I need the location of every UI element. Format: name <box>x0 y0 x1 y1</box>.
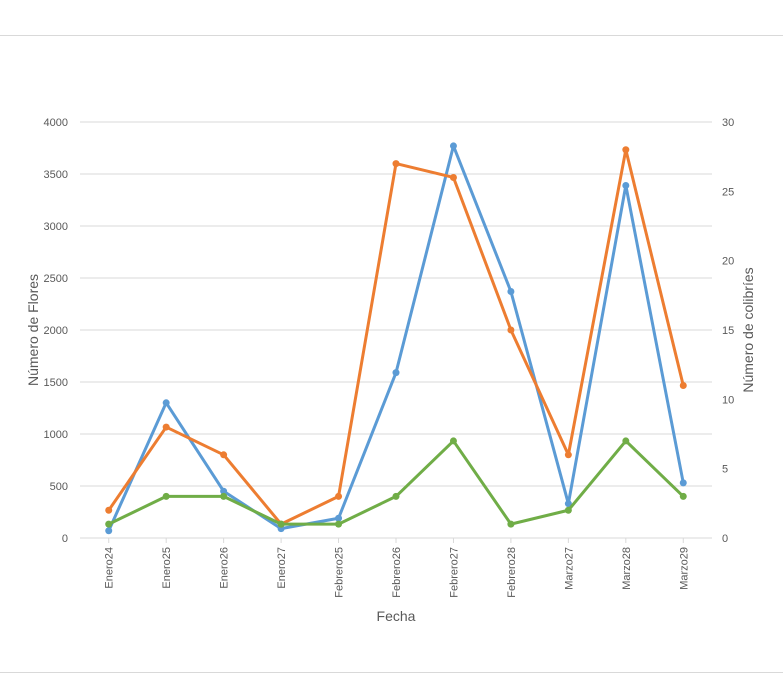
y-tick-label: 2500 <box>44 273 68 285</box>
series-2-point <box>507 326 515 334</box>
series-1-point <box>564 500 572 508</box>
series-1-point <box>335 514 343 522</box>
series-3-point <box>449 437 457 445</box>
x-tick-label: Febrero27 <box>448 547 460 598</box>
series-2-point <box>392 160 400 168</box>
series-1-point <box>507 288 515 296</box>
x-tick-label: Febrero25 <box>334 547 346 598</box>
y2-tick-label: 30 <box>722 117 734 129</box>
series-3-point <box>679 492 687 500</box>
series-3-point <box>507 520 515 528</box>
y-tick-label: 4000 <box>44 117 68 129</box>
gridlines <box>80 121 712 539</box>
series-2-point <box>564 451 572 459</box>
y2-tick-label: 15 <box>722 325 734 337</box>
series-1-point <box>449 142 457 150</box>
series-2-point <box>622 146 630 154</box>
series-2-point <box>162 423 170 431</box>
y-tick-label: 1500 <box>44 377 68 389</box>
series-2-point <box>220 451 228 459</box>
y-axis-title: Número de Flores <box>25 274 41 386</box>
x-tick-label: Febrero26 <box>391 547 403 598</box>
y-tick-label: 1000 <box>44 429 68 441</box>
y-tick-label: 2000 <box>44 325 68 337</box>
x-tick-label: Enero24 <box>104 547 116 589</box>
series-1-point <box>220 487 228 495</box>
y-tick-label: 500 <box>50 481 68 493</box>
y2-tick-label: 20 <box>722 256 734 268</box>
x-tick-label: Febrero28 <box>506 547 518 598</box>
series-3-point <box>335 520 343 528</box>
series-1-point <box>162 399 170 407</box>
series-group <box>105 142 687 535</box>
x-tick-label: Marzo29 <box>678 547 690 590</box>
x-axis-ticks: Enero24 Enero25 Enero26 Enero27 Febrero25 Feb… <box>104 538 690 598</box>
series-3-point <box>392 492 400 500</box>
y-tick-label: 3500 <box>44 169 68 181</box>
x-tick-label: Marzo27 <box>563 547 575 590</box>
y2-tick-label: 25 <box>722 186 734 198</box>
y2-axis-title: Número de colibríes <box>740 267 756 392</box>
y2-tick-label: 10 <box>722 394 734 406</box>
right-axis-ticks: 0 5 10 15 20 25 30 <box>722 117 734 545</box>
left-axis-ticks: 0 500 1000 1500 2000 2500 3000 3500 4000 <box>44 117 68 545</box>
series-2-point <box>679 381 687 389</box>
x-tick-label: Enero25 <box>161 547 173 589</box>
x-tick-label: Marzo28 <box>621 547 633 590</box>
series-3-point <box>622 437 630 445</box>
series-2-point <box>105 506 113 514</box>
series-1-point <box>622 181 630 189</box>
series-line-3 <box>107 439 685 526</box>
x-axis-title: Fecha <box>377 608 416 624</box>
y2-tick-label: 0 <box>722 533 728 545</box>
x-tick-label: Enero27 <box>276 547 288 589</box>
series-3-point <box>277 520 285 528</box>
series-1-point <box>105 527 113 535</box>
y-tick-label: 0 <box>62 533 68 545</box>
x-tick-label: Enero26 <box>219 547 231 589</box>
series-1-point <box>392 369 400 377</box>
y-tick-label: 3000 <box>44 221 68 233</box>
top-border <box>0 35 783 36</box>
series-3-point <box>105 520 113 528</box>
series-2-point <box>335 492 343 500</box>
bottom-border <box>0 672 783 673</box>
series-1-point <box>679 479 687 487</box>
series-3-point <box>162 492 170 500</box>
series-line-1 <box>107 144 685 533</box>
series-3-point <box>220 492 228 500</box>
series-2-point <box>449 173 457 181</box>
y2-tick-label: 5 <box>722 464 728 476</box>
series-3-point <box>564 506 572 514</box>
